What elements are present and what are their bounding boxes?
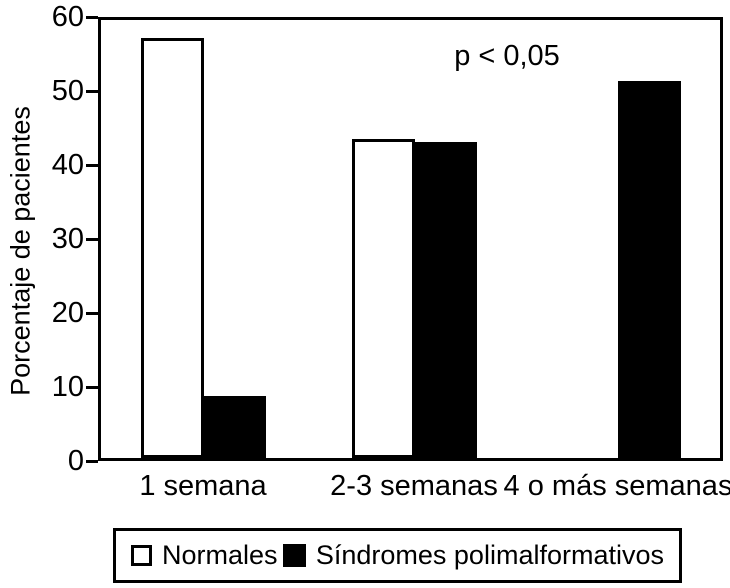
x-category-label: 2-3 semanas: [330, 470, 498, 502]
y-tick: [86, 89, 98, 93]
x-category-label: 4 o más semanas: [503, 470, 730, 502]
legend-item-sindromes: Síndromes polimalformativos: [282, 540, 664, 571]
bar-normales-0: [141, 38, 204, 458]
p-value-annotation: p < 0,05: [454, 40, 560, 72]
bars-layer: [101, 17, 720, 458]
legend: Normales Síndromes polimalformativos: [113, 528, 682, 583]
y-tick-label: 0: [67, 445, 84, 477]
bar-normales-1: [352, 139, 415, 458]
y-tick-label: 60: [51, 1, 84, 33]
bar-sindromes-0: [203, 396, 266, 458]
legend-label-sindromes: Síndromes polimalformativos: [315, 540, 664, 570]
y-tick: [86, 15, 98, 19]
y-tick: [86, 311, 98, 315]
y-tick-label: 50: [51, 75, 84, 107]
y-tick-label: 40: [51, 149, 84, 181]
x-category-label: 1 semana: [139, 470, 267, 502]
normales-swatch-icon: [131, 545, 152, 566]
y-tick: [86, 163, 98, 167]
legend-label-normales: Normales: [162, 540, 278, 570]
legend-item-normales: Normales: [131, 540, 278, 571]
y-tick-label: 20: [51, 297, 84, 329]
bar-sindromes-2: [618, 81, 681, 458]
sindromes-swatch-icon: [282, 544, 306, 567]
y-tick: [86, 385, 98, 389]
bar-sindromes-1: [414, 142, 477, 458]
y-tick-label: 30: [51, 223, 84, 255]
y-tick: [86, 459, 98, 463]
y-tick: [86, 237, 98, 241]
y-tick-label: 10: [51, 371, 84, 403]
